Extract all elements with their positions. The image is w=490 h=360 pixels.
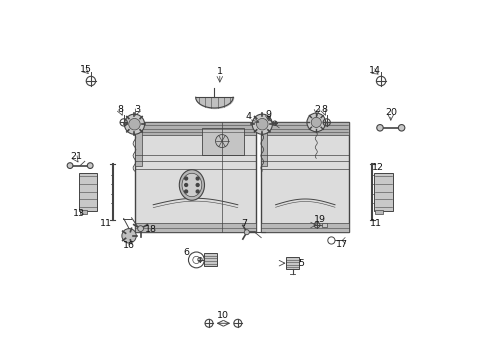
Bar [261, 128, 267, 166]
Text: 10: 10 [218, 310, 229, 320]
Circle shape [252, 114, 272, 134]
Circle shape [67, 163, 73, 168]
Circle shape [185, 177, 188, 180]
Text: 16: 16 [123, 241, 135, 250]
FancyBboxPatch shape [286, 257, 299, 269]
Text: 19: 19 [314, 215, 326, 224]
Bar [201, 128, 244, 156]
Circle shape [307, 113, 326, 132]
Bar [261, 223, 349, 232]
FancyBboxPatch shape [204, 253, 217, 266]
Circle shape [196, 184, 199, 186]
Text: 17: 17 [336, 240, 347, 249]
Circle shape [124, 114, 145, 134]
Text: 21: 21 [70, 152, 82, 161]
Text: 1: 1 [217, 67, 223, 76]
Text: 5: 5 [298, 259, 304, 268]
Text: 11: 11 [100, 219, 112, 228]
Bar [261, 122, 349, 135]
Text: 6: 6 [183, 248, 189, 257]
Text: 7: 7 [241, 219, 247, 228]
Circle shape [185, 184, 188, 186]
Text: 18: 18 [145, 225, 157, 234]
Circle shape [129, 118, 140, 130]
Text: 13: 13 [73, 209, 85, 217]
Circle shape [377, 125, 383, 131]
Circle shape [311, 117, 321, 127]
Circle shape [196, 190, 199, 193]
Text: 14: 14 [369, 66, 381, 75]
Bar [135, 122, 256, 135]
Text: 11: 11 [370, 219, 382, 228]
FancyBboxPatch shape [261, 122, 349, 232]
Circle shape [398, 125, 405, 131]
Text: 2: 2 [314, 105, 320, 114]
FancyBboxPatch shape [80, 210, 87, 214]
Circle shape [138, 226, 144, 231]
Text: 8: 8 [321, 105, 327, 114]
Bar [135, 128, 143, 166]
Text: 3: 3 [134, 105, 140, 114]
Text: 15: 15 [80, 65, 92, 74]
Bar [135, 223, 256, 232]
FancyBboxPatch shape [374, 173, 392, 211]
Ellipse shape [182, 173, 202, 197]
FancyBboxPatch shape [135, 122, 256, 232]
FancyBboxPatch shape [79, 173, 98, 211]
Bar [322, 223, 327, 227]
Text: 4: 4 [245, 112, 251, 121]
Circle shape [257, 118, 268, 130]
Text: 20: 20 [385, 108, 397, 117]
Circle shape [245, 230, 249, 235]
Ellipse shape [179, 170, 204, 200]
Circle shape [185, 190, 188, 193]
Text: 8: 8 [118, 105, 124, 114]
FancyBboxPatch shape [375, 210, 383, 214]
Circle shape [122, 229, 136, 243]
Text: 12: 12 [372, 163, 384, 172]
Circle shape [196, 177, 199, 180]
Text: 9: 9 [266, 110, 271, 119]
Circle shape [87, 163, 93, 168]
